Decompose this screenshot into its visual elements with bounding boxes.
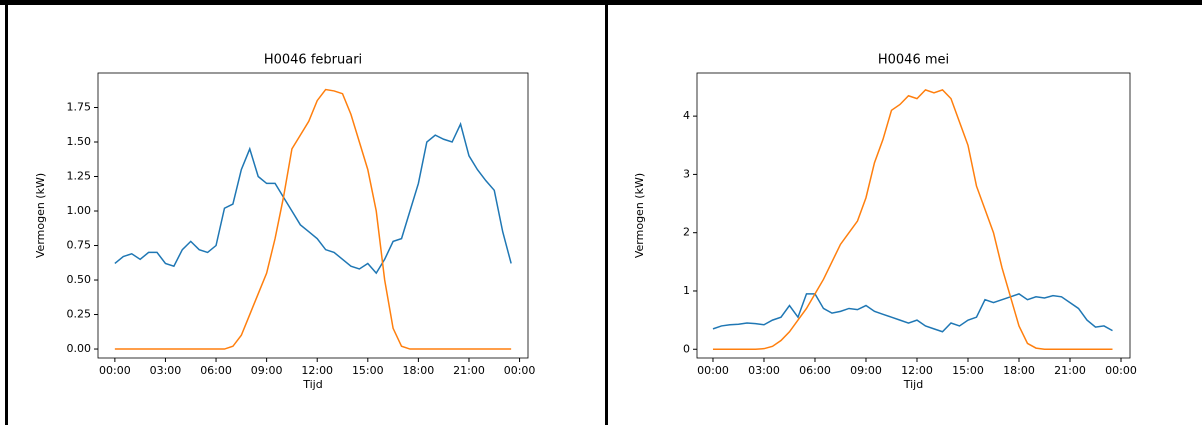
chart-title: H0046 februari	[264, 53, 362, 68]
y-tick-label: 2	[683, 226, 690, 239]
y-tick-label: 0	[683, 342, 690, 355]
x-tick-label: 12:00	[901, 364, 933, 377]
x-tick-label: 00:00	[99, 364, 131, 377]
y-tick-label: 1.75	[67, 101, 92, 114]
x-tick-label: 21:00	[1054, 364, 1086, 377]
y-tick-label: 0.25	[67, 308, 92, 321]
x-tick-label: 21:00	[453, 364, 485, 377]
series-line	[114, 88, 512, 350]
series-line	[712, 89, 1113, 351]
x-tick-label: 00:00	[1105, 364, 1137, 377]
x-tick-label: 18:00	[1003, 364, 1035, 377]
x-tick-label: 09:00	[850, 364, 882, 377]
y-tick-label: 3	[683, 167, 690, 180]
table-border	[0, 0, 1202, 5]
x-axis-label: Tijd	[302, 378, 322, 391]
y-tick-label: 1.50	[67, 135, 92, 148]
y-tick-label: 0.75	[67, 239, 92, 252]
x-tick-label: 03:00	[748, 364, 780, 377]
y-tick-label: 4	[683, 109, 690, 122]
y-axis-label: Vermogen (kW)	[34, 173, 47, 258]
y-axis-label: Vermogen (kW)	[633, 173, 646, 258]
y-tick-label: 1.00	[67, 204, 92, 217]
x-axis-label: Tijd	[903, 378, 923, 391]
x-tick-label: 00:00	[697, 364, 729, 377]
table-border	[605, 0, 608, 425]
series-line	[712, 293, 1113, 333]
x-tick-label: 00:00	[504, 364, 536, 377]
y-tick-label: 1	[683, 284, 690, 297]
plot-frame	[696, 72, 1131, 359]
x-tick-label: 06:00	[799, 364, 831, 377]
x-tick-label: 03:00	[150, 364, 182, 377]
y-tick-label: 1.25	[67, 170, 92, 183]
chart-title: H0046 mei	[878, 53, 949, 68]
x-tick-label: 06:00	[200, 364, 232, 377]
y-tick-label: 0.50	[67, 273, 92, 286]
x-tick-label: 09:00	[251, 364, 283, 377]
x-tick-label: 15:00	[352, 364, 384, 377]
x-tick-label: 12:00	[301, 364, 333, 377]
table-border	[5, 0, 8, 425]
y-tick-label: 0.00	[67, 342, 92, 355]
x-tick-label: 18:00	[403, 364, 435, 377]
x-tick-label: 15:00	[952, 364, 984, 377]
series-line	[114, 121, 512, 275]
plot-frame	[97, 72, 529, 359]
